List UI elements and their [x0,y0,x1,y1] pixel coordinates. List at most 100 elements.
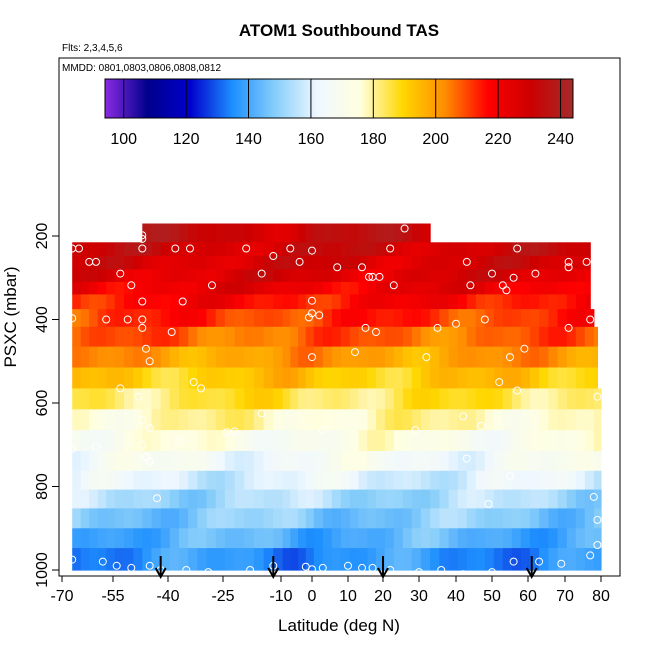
heatmap-cell [430,508,440,529]
heatmap-cell [367,409,377,431]
heatmap-cell [114,294,125,310]
heatmap-cell [411,294,422,310]
heatmap-cell [290,223,299,243]
heatmap-cell [273,430,284,452]
heatmap-cell [282,346,291,369]
heatmap-cell [298,430,307,452]
heatmap-cell [313,430,324,452]
heatmap-cell [142,346,153,369]
heatmap-cell [493,281,504,295]
heatmap-cell [511,294,522,310]
heatmap-cell [169,548,180,571]
heatmap-cell [575,242,586,257]
heatmap-cell [584,294,591,310]
obs-point [175,436,183,445]
heatmap-cell [466,367,477,389]
heatmap-cell [439,309,450,328]
heatmap-cell [420,294,431,310]
heatmap-cell [402,451,413,472]
heatmap-cell [475,309,486,328]
heatmap-cell [263,548,274,571]
heatmap-cell [511,451,522,472]
heatmap-cell [263,309,274,328]
heatmap-cell [340,430,351,452]
heatmap-cell [142,281,153,295]
heatmap-cell [502,451,513,472]
obs-point [462,454,471,463]
heatmap-cell [133,326,143,348]
heatmap-cell [575,528,586,549]
heatmap-cell [539,409,549,431]
obs-point [145,457,154,466]
heatmap-cell [273,255,284,270]
heatmap-cell [133,489,143,509]
heatmap-cell [367,489,377,509]
heatmap-cell [290,309,299,328]
heatmap-cell [575,489,586,509]
heatmap-cell [197,548,208,571]
heatmap-cell [439,548,450,571]
heatmap-cell [282,281,291,295]
heatmap-cell [502,388,513,410]
heatmap-cell [263,409,274,431]
obs-point [509,273,518,282]
heatmap-cell [575,346,586,369]
heatmap-cell [367,223,377,243]
heatmap-cell [169,269,180,283]
x-tick-label: 30 [410,588,428,605]
heatmap-cell [253,346,265,369]
heatmap-cell [197,470,208,491]
heatmap-cell [340,548,351,571]
heatmap-cell [430,470,440,491]
heatmap-cell [393,508,404,529]
heatmap-cell [557,269,568,283]
heatmap-cell [313,508,324,529]
heatmap-cell [282,367,291,389]
heatmap-cell [511,409,522,431]
heatmap-cell [376,294,386,310]
heatmap-cell [393,528,404,549]
heatmap-cell [290,548,299,571]
heatmap-cell [340,489,351,509]
heatmap-cell [420,451,431,472]
heatmap-cell [290,430,299,452]
colorbar-tick-label: 100 [110,131,137,148]
heatmap-cell [305,430,315,452]
heatmap-cell [376,508,386,529]
heatmap-cell [349,409,360,431]
heatmap-cell [331,294,342,310]
heatmap-cell [331,326,342,348]
heatmap-cell [493,528,504,549]
obs-point [593,515,602,524]
heatmap-cell [557,388,568,410]
heatmap-cell [124,508,134,529]
heatmap-cell [160,367,171,389]
heatmap-cell [253,388,265,410]
heatmap-cell [72,388,82,410]
heatmap-cell [80,388,90,410]
heatmap-cell [322,451,333,472]
heatmap-cell [197,309,208,328]
heatmap-cell [305,528,315,549]
heatmap-cell [133,242,143,257]
heatmap-cell [340,326,351,348]
heatmap-cell [322,508,333,529]
heatmap-cell [313,367,324,389]
heatmap-cell [584,346,595,369]
heatmap-cell [484,409,495,431]
heatmap-cell [411,367,422,389]
heatmap-cell [593,528,602,549]
x-tick-label: -40 [156,588,179,605]
heatmap-cell [420,430,431,452]
heatmap-cell [97,470,107,491]
heatmap-cell [253,242,265,257]
obs-point [171,244,180,253]
heatmap-cell [331,489,342,509]
heatmap-cell [305,508,315,529]
heatmap-cell [282,489,291,509]
heatmap-cell [282,470,291,491]
heatmap-cell [402,281,413,295]
heatmap-cell [273,451,284,472]
heatmap-cell [349,269,360,283]
heatmap-cell [539,470,549,491]
